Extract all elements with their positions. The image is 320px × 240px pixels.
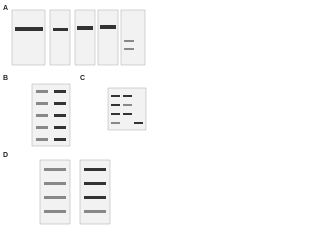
panel-label: B [3,75,8,82]
panel-a-blots [11,9,146,66]
panel-b-blots [31,83,71,147]
panel-label: A [3,5,8,12]
panel-d-blots [39,159,111,225]
panel-label: D [3,152,8,159]
panel-label: C [80,75,85,82]
figure: A B C D [3,5,147,225]
panel-c-blots [107,87,147,131]
